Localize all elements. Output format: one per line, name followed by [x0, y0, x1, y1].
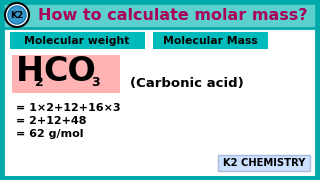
FancyBboxPatch shape [10, 32, 145, 49]
Text: 2: 2 [35, 76, 44, 89]
Circle shape [5, 3, 29, 27]
Text: Molecular weight: Molecular weight [24, 36, 130, 46]
Text: How to calculate molar mass?: How to calculate molar mass? [38, 8, 308, 22]
Text: CO: CO [43, 55, 96, 88]
FancyBboxPatch shape [218, 155, 310, 171]
Circle shape [8, 6, 26, 24]
Text: K2: K2 [10, 11, 24, 20]
Text: H: H [16, 55, 44, 88]
Text: K2 CHEMISTRY: K2 CHEMISTRY [223, 158, 305, 168]
Text: (Carbonic acid): (Carbonic acid) [130, 76, 244, 89]
Text: Molecular Mass: Molecular Mass [163, 36, 257, 46]
Text: = 1×2+12+16×3: = 1×2+12+16×3 [16, 103, 121, 113]
Bar [5, 28, 315, 176]
Text: = 2+12+48: = 2+12+48 [16, 116, 86, 126]
Text: 3: 3 [91, 76, 100, 89]
Text: = 62 g/mol: = 62 g/mol [16, 129, 84, 139]
FancyBboxPatch shape [2, 2, 318, 178]
Bar [12, 55, 120, 93]
FancyBboxPatch shape [153, 32, 268, 49]
